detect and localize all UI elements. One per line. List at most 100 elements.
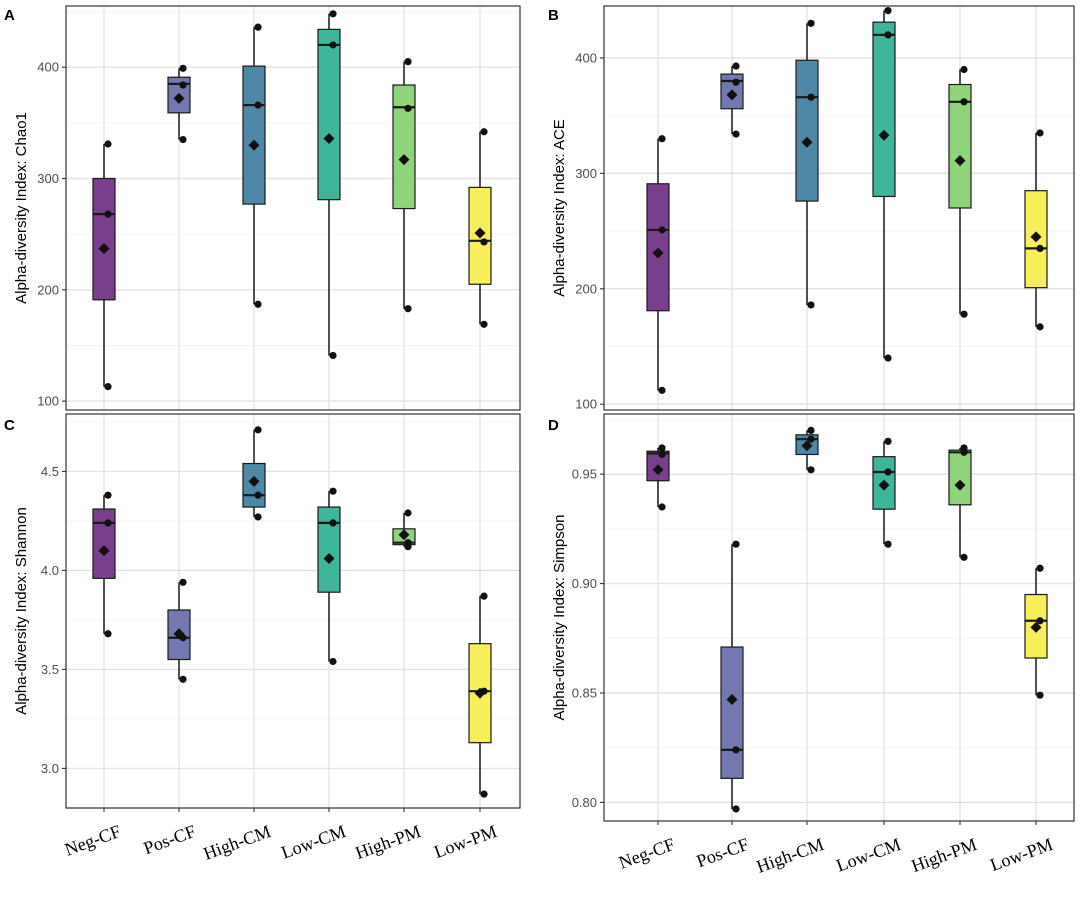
mean-marker: [323, 553, 335, 565]
y-tick-label: 200: [575, 281, 597, 296]
data-point: [254, 513, 262, 521]
plot-background: [604, 6, 1074, 410]
y-tick-label: 100: [575, 397, 597, 412]
x-tick-label: High-CM: [201, 821, 274, 864]
data-point: [884, 354, 892, 362]
y-tick-label: 400: [575, 50, 597, 65]
x-tick-label: Pos-CF: [694, 834, 752, 871]
box-neg-cf: [92, 140, 116, 391]
box-low-pm: [1024, 129, 1048, 331]
data-point: [732, 805, 740, 813]
box-neg-cf: [92, 491, 116, 638]
plot-background: [66, 414, 520, 808]
data-point: [104, 630, 112, 638]
box-pos-cf: [720, 62, 744, 138]
mean-marker: [98, 243, 110, 255]
data-point: [480, 790, 488, 798]
data-point: [732, 130, 740, 138]
data-point: [329, 487, 337, 495]
data-point: [329, 657, 337, 666]
data-point: [1036, 617, 1044, 625]
plot-background: [66, 6, 520, 410]
data-point: [254, 300, 262, 308]
panel-letter: B: [548, 7, 559, 24]
data-point: [1036, 691, 1044, 699]
x-tick-label: High-PM: [909, 834, 980, 876]
box-high-cm: [795, 426, 819, 474]
mean-marker: [1030, 621, 1042, 633]
mean-marker: [1030, 231, 1042, 243]
y-tick-label: 0.80: [572, 795, 597, 810]
panel-letter: D: [548, 417, 559, 434]
data-point: [480, 320, 488, 328]
mean-marker: [173, 628, 185, 640]
data-point: [480, 128, 488, 136]
y-tick-label: 4.0: [41, 563, 59, 578]
data-point: [179, 578, 187, 586]
iqr-box: [317, 506, 341, 593]
x-tick-label: Low-PM: [431, 821, 499, 862]
mean-marker: [726, 694, 738, 706]
box-pos-cf: [167, 64, 191, 144]
panel-d: 0.80 0.85 0.90 0.95 Alpha-diversity Index: S…: [548, 413, 1075, 877]
box-high-pm: [392, 58, 416, 313]
data-point: [179, 675, 187, 683]
iqr-box: [720, 646, 744, 779]
box-pos-cf: [720, 540, 744, 813]
data-point: [329, 41, 337, 49]
box-high-cm: [242, 426, 266, 521]
data-point: [884, 540, 892, 548]
data-point: [1036, 244, 1044, 252]
x-tick-label: Low-CM: [279, 821, 349, 863]
box-low-pm: [468, 592, 492, 798]
y-tick-label: 200: [37, 282, 59, 297]
data-point: [732, 540, 740, 548]
data-point: [1036, 129, 1044, 137]
panel-c: 3.0 3.5 4.0 4.5 Alpha-diversity Index: Shann…: [4, 413, 521, 864]
y-tick-label: 300: [37, 171, 59, 186]
x-tick-label: Low-PM: [987, 834, 1055, 875]
mean-marker: [474, 227, 486, 239]
plot-frame: [603, 413, 1075, 822]
box-low-pm: [468, 128, 492, 328]
data-point: [104, 519, 112, 527]
box-high-pm: [392, 509, 416, 551]
iqr-box: [392, 84, 416, 210]
iqr-box: [92, 508, 116, 579]
mean-marker: [726, 89, 738, 101]
data-point: [104, 491, 112, 499]
plot-frame: [603, 5, 1075, 411]
data-point: [732, 62, 740, 70]
mean-marker: [652, 247, 664, 259]
data-point: [179, 64, 187, 72]
panel-letter: A: [4, 7, 15, 24]
box-high-cm: [242, 23, 266, 308]
box-high-pm: [948, 444, 972, 561]
data-point: [254, 23, 262, 31]
data-point: [960, 98, 968, 106]
data-point: [104, 210, 112, 218]
data-point: [179, 81, 187, 89]
data-point: [104, 140, 112, 148]
panel-a: 100 200 300 400 Alpha-diversity Index: Chao1…: [4, 5, 521, 411]
data-point: [254, 101, 262, 109]
data-point: [404, 58, 412, 66]
iqr-box: [242, 65, 266, 205]
mean-marker: [398, 529, 410, 541]
data-point: [807, 301, 815, 309]
data-point: [960, 310, 968, 318]
data-point: [480, 238, 488, 246]
panel-b: 100 200 300 400 Alpha-diversity Index: ACE B: [548, 5, 1075, 412]
mean-marker: [173, 92, 185, 104]
mean-marker: [98, 545, 110, 557]
data-point: [329, 10, 337, 18]
mean-marker: [801, 440, 813, 452]
data-point: [960, 444, 968, 452]
data-point: [329, 519, 337, 527]
y-axis-label: Alpha-diversity Index: ACE: [551, 119, 568, 297]
data-point: [884, 7, 892, 15]
x-tick-label: Pos-CF: [141, 821, 199, 858]
x-tick-label: High-CM: [754, 834, 827, 877]
